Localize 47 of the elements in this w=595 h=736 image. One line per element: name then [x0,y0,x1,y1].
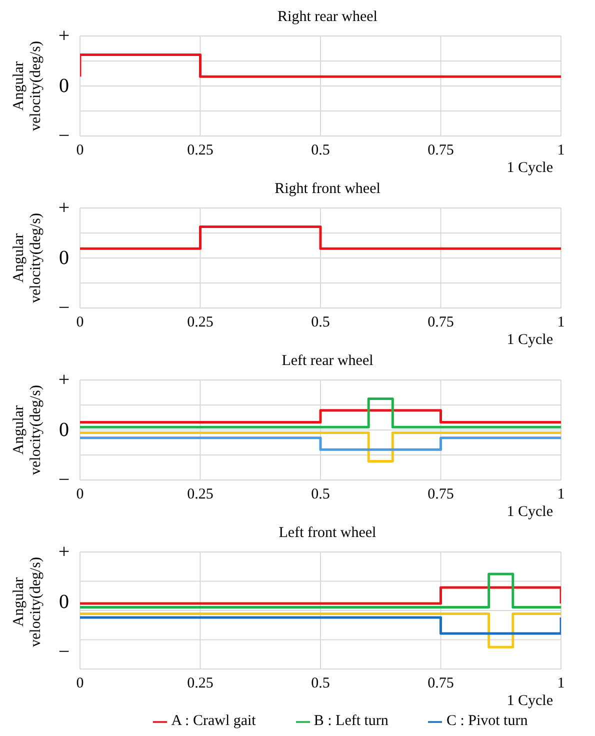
legend-label: C : Pivot turn [446,713,528,729]
text: + [57,368,71,392]
x-axis-title: 1 Cycle [506,160,554,176]
x-tick-label: 0.25 [187,676,214,692]
x-tick-label: 0.5 [311,486,330,503]
text: + [57,24,71,48]
chart-title: Right front wheel [274,180,382,198]
legend-label: A : Crawl gait [171,713,256,729]
text: 0 [58,590,70,614]
x-tick-label: 1 [557,676,565,692]
x-tick-label: 0.75 [428,142,454,159]
chart-title: Left rear wheel [280,352,374,370]
x-tick-label: 0 [76,314,84,331]
x-tick-label: 0.25 [187,314,214,331]
text: 0 [58,246,70,270]
chart-title: Right rear wheel [276,8,378,26]
x-tick-label: 0.75 [428,676,454,692]
text: + [57,540,71,564]
y-axis-title: Angular velocity(deg/s) [11,385,45,475]
legend-label: B : Left turn [314,713,388,729]
x-tick-label: 1 [557,314,565,331]
chart-title: Left front wheel [278,524,378,542]
x-tick-label: 0.75 [428,314,454,331]
x-tick-label: 0.5 [311,142,330,159]
x-tick-label: 0.25 [187,142,214,159]
x-axis-title: 1 Cycle [506,332,554,348]
x-axis-title: 1 Cycle [506,693,554,709]
x-tick-label: 1 [557,486,565,503]
x-tick-label: 0 [76,676,84,692]
y-axis-title: Angular velocity(deg/s) [11,557,45,647]
text: − [57,296,71,320]
text: − [57,124,71,148]
y-axis-title: Angular velocity(deg/s) [11,213,45,303]
text: − [57,640,71,664]
x-tick-label: 1 [557,142,565,159]
x-tick-label: 0.25 [187,486,214,503]
x-axis-title: 1 Cycle [506,504,554,520]
text: − [57,468,71,492]
text: 0 [58,418,70,442]
x-tick-label: 0.75 [428,486,454,503]
y-axis-title: Angular velocity(deg/s) [11,41,45,131]
text: + [57,196,71,220]
x-tick-label: 0 [76,142,84,159]
x-tick-label: 0.5 [311,314,330,331]
text: 0 [58,74,70,98]
x-tick-label: 0.5 [311,676,330,692]
x-tick-label: 0 [76,486,84,503]
